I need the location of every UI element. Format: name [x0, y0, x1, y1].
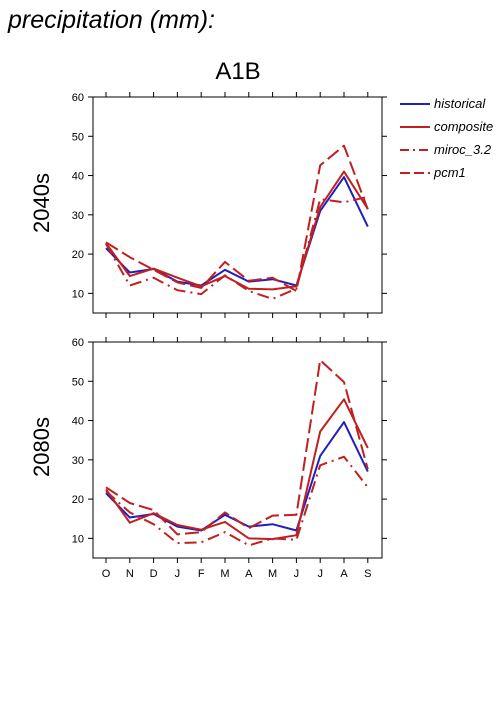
y-tick-label: 50	[72, 131, 84, 143]
x-tick-label: D	[150, 568, 158, 580]
series-line-miroc_3.2-2040s	[105, 195, 369, 300]
y-tick-label: 20	[72, 494, 84, 506]
x-tick-label: A	[340, 568, 348, 580]
series-line-pcm1-2040s	[105, 144, 369, 292]
x-tick-label: M	[220, 568, 229, 580]
y-tick-label: 60	[72, 92, 84, 104]
page-title: precipitation (mm):	[8, 6, 215, 34]
legend-swatch-miroc_3.2	[400, 149, 430, 151]
legend-swatch-pcm1	[400, 172, 430, 174]
legend-label-composite: composite	[434, 119, 494, 134]
x-tick-label: J	[294, 568, 300, 580]
series-line-historical-2080s	[105, 421, 369, 532]
legend-item-miroc_3.2: miroc_3.2	[400, 142, 501, 165]
series-line-pcm1-2080s	[105, 359, 369, 536]
x-tick-label: O	[102, 568, 111, 580]
plot-frame-2040s	[92, 96, 383, 314]
legend-label-miroc_3.2: miroc_3.2	[434, 142, 492, 157]
legend-item-historical: historical	[400, 96, 501, 119]
x-tick-label: N	[126, 568, 134, 580]
plot-frame-2080s	[92, 341, 383, 559]
y-tick-label: 30	[72, 210, 84, 222]
x-tick-label: J	[317, 568, 323, 580]
y-tick-label: 50	[72, 376, 84, 388]
scenario-title: A1B	[215, 58, 261, 85]
series-line-miroc_3.2-2080s	[105, 455, 369, 547]
legend-label-historical: historical	[434, 96, 486, 111]
legend-label-pcm1: pcm1	[434, 165, 466, 180]
y-tick-label: 40	[72, 171, 84, 183]
legend-item-composite: composite	[400, 119, 501, 142]
legend-swatch-historical	[400, 103, 430, 105]
x-tick-label: A	[245, 568, 253, 580]
y-tick-label: 10	[72, 288, 84, 300]
y-tick-label: 60	[72, 337, 84, 349]
y-tick-label: 10	[72, 533, 84, 545]
y-tick-label: 20	[72, 249, 84, 261]
legend-item-pcm1: pcm1	[400, 165, 501, 188]
y-tick-label: 30	[72, 455, 84, 467]
legend: historical composite miroc_3.2 pcm1	[400, 96, 501, 188]
x-tick-label: J	[175, 568, 181, 580]
x-tick-label: F	[198, 568, 205, 580]
series-line-composite-2080s	[105, 398, 369, 541]
x-tick-label: M	[268, 568, 277, 580]
x-tick-label: S	[364, 568, 371, 580]
y-tick-label: 40	[72, 416, 84, 428]
legend-swatch-composite	[400, 126, 430, 128]
